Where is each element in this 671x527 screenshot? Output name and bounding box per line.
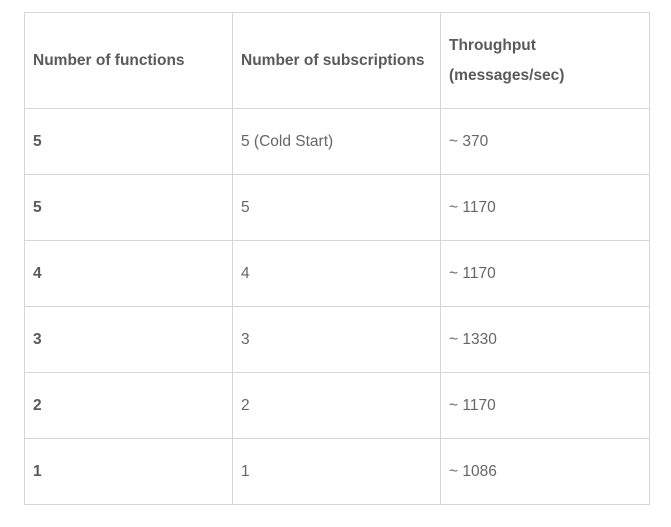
cell-functions: 5 — [24, 174, 233, 241]
cell-subscriptions: 5 — [232, 174, 441, 241]
cell-subscriptions: 2 — [232, 372, 441, 439]
cell-functions: 3 — [24, 306, 233, 373]
table-header-row: Number of functions Number of subscripti… — [24, 12, 650, 109]
cell-throughput: ~ 1086 — [440, 438, 650, 505]
table-row: 2 2 ~ 1170 — [24, 372, 650, 439]
cell-functions: 1 — [24, 438, 233, 505]
cell-throughput: ~ 1170 — [440, 372, 650, 439]
table-row: 5 5 ~ 1170 — [24, 174, 650, 241]
header-throughput: Throughput (messages/sec) — [440, 12, 650, 109]
table-row: 4 4 ~ 1170 — [24, 240, 650, 307]
cell-subscriptions: 5 (Cold Start) — [232, 108, 441, 175]
table-container: Number of functions Number of subscripti… — [24, 12, 650, 505]
cell-functions: 2 — [24, 372, 233, 439]
cell-throughput: ~ 370 — [440, 108, 650, 175]
cell-throughput: ~ 1330 — [440, 306, 650, 373]
table-row: 3 3 ~ 1330 — [24, 306, 650, 373]
header-number-of-subscriptions: Number of subscriptions — [232, 12, 441, 109]
cell-subscriptions: 4 — [232, 240, 441, 307]
cell-throughput: ~ 1170 — [440, 174, 650, 241]
cell-subscriptions: 3 — [232, 306, 441, 373]
cell-functions: 5 — [24, 108, 233, 175]
table-row: 1 1 ~ 1086 — [24, 438, 650, 505]
cell-functions: 4 — [24, 240, 233, 307]
throughput-table: Number of functions Number of subscripti… — [24, 12, 650, 505]
header-number-of-functions: Number of functions — [24, 12, 233, 109]
table-row: 5 5 (Cold Start) ~ 370 — [24, 108, 650, 175]
cell-subscriptions: 1 — [232, 438, 441, 505]
cell-throughput: ~ 1170 — [440, 240, 650, 307]
